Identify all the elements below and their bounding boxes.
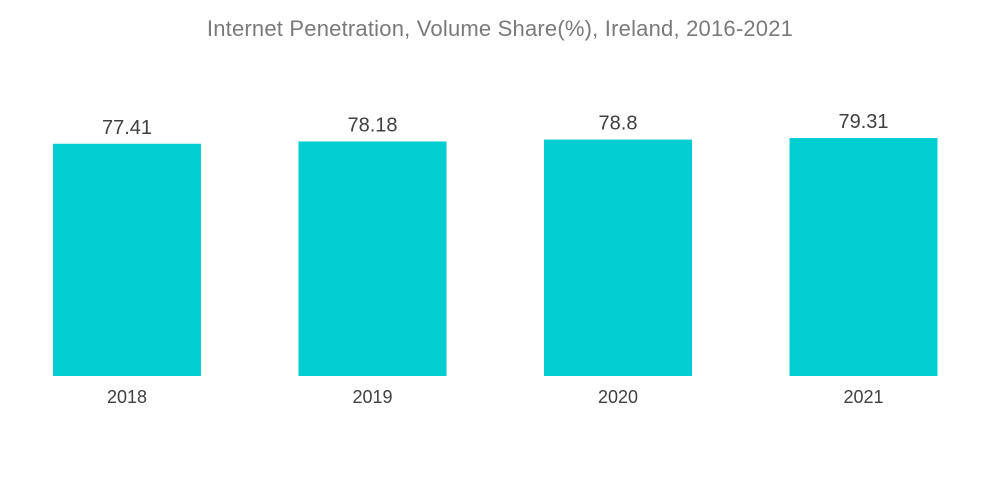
x-tick-label-2018: 2018 (107, 387, 147, 407)
chart-title: Internet Penetration, Volume Share(%), I… (206, 16, 794, 41)
data-label-2021: 79.31 (838, 111, 888, 133)
data-label-2019: 78.18 (347, 114, 397, 136)
bar-2020 (544, 139, 692, 376)
x-tick-label-2020: 2020 (598, 387, 638, 407)
bars-group (53, 138, 938, 376)
data-label-2018: 77.41 (102, 117, 152, 139)
bar-2018 (53, 143, 201, 376)
data-label-2020: 78.8 (599, 113, 638, 135)
data-labels-group: 77.41 78.18 78.8 79.31 (102, 111, 889, 139)
x-tick-labels-group: 2018 2019 2020 2021 (107, 387, 884, 407)
bar-2019 (298, 141, 447, 376)
x-tick-label-2021: 2021 (843, 387, 883, 407)
bar-2021 (789, 138, 938, 376)
x-tick-label-2019: 2019 (352, 387, 392, 407)
